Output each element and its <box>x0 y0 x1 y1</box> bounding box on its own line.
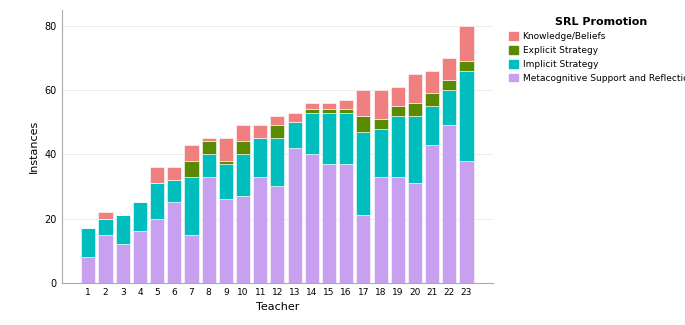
Bar <box>408 74 422 103</box>
Bar <box>425 71 439 93</box>
Bar <box>253 138 267 177</box>
Bar <box>425 106 439 145</box>
Bar <box>271 125 284 138</box>
Bar <box>236 141 250 154</box>
Bar <box>443 125 456 283</box>
Bar <box>99 218 112 235</box>
Bar <box>167 180 182 202</box>
Bar <box>133 202 147 231</box>
Bar <box>390 177 405 283</box>
Bar <box>201 141 216 154</box>
Bar <box>356 132 371 215</box>
Bar <box>201 138 216 141</box>
Bar <box>167 167 182 180</box>
Bar <box>460 26 473 61</box>
Bar <box>443 58 456 80</box>
Bar <box>356 215 371 283</box>
Bar <box>373 119 388 129</box>
Bar <box>443 90 456 125</box>
X-axis label: Teacher: Teacher <box>256 302 299 312</box>
Bar <box>99 212 112 218</box>
Bar <box>253 125 267 138</box>
Bar <box>322 112 336 164</box>
Bar <box>150 218 164 283</box>
Bar <box>184 161 199 177</box>
Bar <box>460 71 473 161</box>
Bar <box>373 129 388 177</box>
Bar <box>339 112 353 164</box>
Bar <box>236 125 250 141</box>
Bar <box>150 183 164 218</box>
Bar <box>339 109 353 112</box>
Bar <box>305 112 319 154</box>
Bar <box>236 196 250 283</box>
Bar <box>373 177 388 283</box>
Bar <box>236 154 250 196</box>
Bar <box>339 164 353 283</box>
Bar <box>356 116 371 132</box>
Bar <box>82 228 95 257</box>
Bar <box>150 167 164 183</box>
Bar <box>305 109 319 112</box>
Bar <box>443 80 456 90</box>
Bar <box>408 103 422 116</box>
Bar <box>322 103 336 109</box>
Bar <box>460 61 473 71</box>
Bar <box>271 138 284 187</box>
Bar <box>390 116 405 177</box>
Bar <box>201 177 216 283</box>
Bar <box>116 215 129 244</box>
Bar <box>322 164 336 283</box>
Bar <box>253 177 267 283</box>
Bar <box>271 187 284 283</box>
Bar <box>288 112 301 122</box>
Bar <box>219 199 233 283</box>
Bar <box>390 106 405 116</box>
Bar <box>271 116 284 125</box>
Bar <box>184 177 199 235</box>
Bar <box>116 244 129 283</box>
Bar <box>82 257 95 283</box>
Bar <box>425 145 439 283</box>
Y-axis label: Instances: Instances <box>29 120 39 173</box>
Bar <box>184 235 199 283</box>
Bar <box>373 90 388 119</box>
Bar <box>167 202 182 283</box>
Bar <box>408 116 422 183</box>
Bar <box>99 235 112 283</box>
Bar <box>201 154 216 177</box>
Bar <box>460 161 473 283</box>
Bar <box>339 100 353 109</box>
Bar <box>219 138 233 161</box>
Bar <box>425 93 439 106</box>
Bar <box>356 90 371 116</box>
Bar <box>133 231 147 283</box>
Bar <box>288 148 301 283</box>
Bar <box>408 183 422 283</box>
Bar <box>184 145 199 161</box>
Bar <box>322 109 336 112</box>
Bar <box>288 122 301 148</box>
Bar <box>305 103 319 109</box>
Bar <box>305 154 319 283</box>
Legend: Knowledge/Beliefs, Explicit Strategy, Implicit Strategy, Metacognitive Support a: Knowledge/Beliefs, Explicit Strategy, Im… <box>506 14 685 85</box>
Bar <box>390 87 405 106</box>
Bar <box>219 164 233 199</box>
Bar <box>219 161 233 164</box>
